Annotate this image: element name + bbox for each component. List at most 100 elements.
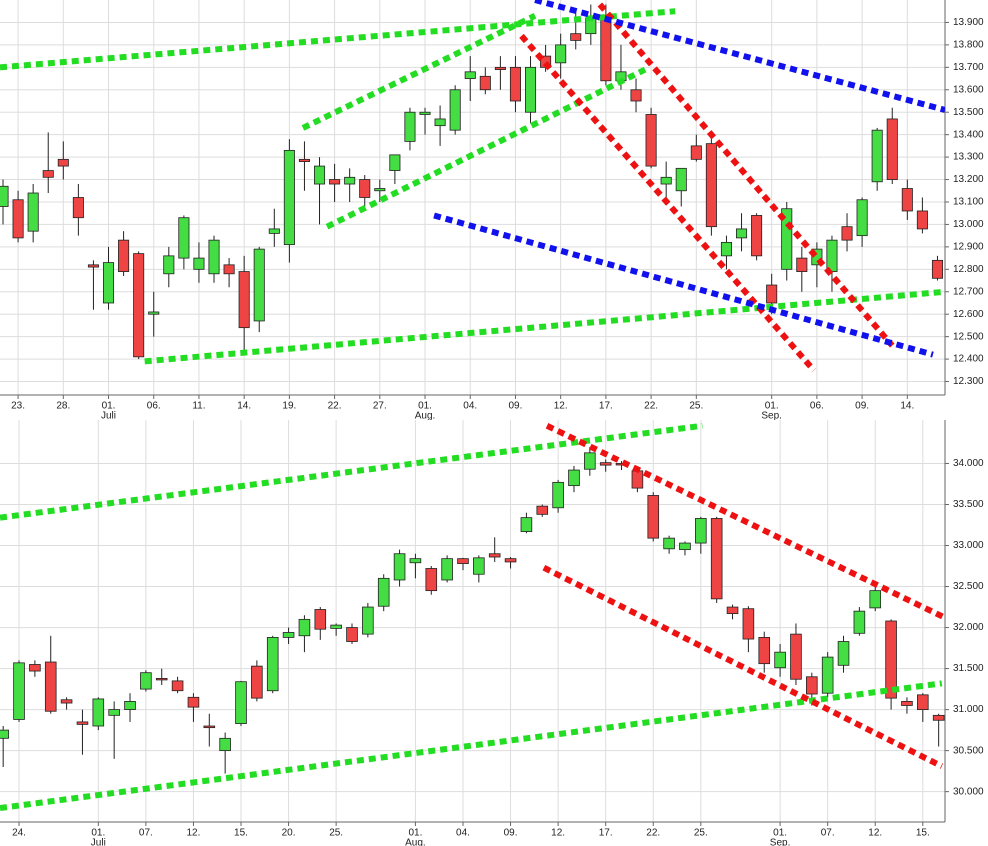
x-month-label: Sep. xyxy=(770,838,791,846)
candle-body xyxy=(901,701,913,706)
x-tick-label: 17. xyxy=(599,401,613,412)
candle-body xyxy=(631,470,644,489)
candle-body xyxy=(118,239,130,272)
candle-body xyxy=(796,257,808,272)
candle-body xyxy=(223,264,235,275)
x-tick-label: 06. xyxy=(147,401,161,412)
y-tick-label: 13.800 xyxy=(953,40,984,51)
candle-body xyxy=(60,699,73,704)
candle-body xyxy=(148,311,160,315)
y-tick-label: 31.500 xyxy=(953,663,984,674)
candle-body xyxy=(766,284,778,304)
candle-body xyxy=(42,170,54,178)
candle-body xyxy=(821,656,834,694)
candle-body xyxy=(362,606,374,635)
x-tick-label: 01. xyxy=(102,401,116,412)
x-tick-label: 04. xyxy=(463,401,477,412)
candle-body xyxy=(313,165,326,185)
x-tick-label: 28. xyxy=(56,401,70,412)
x-tick-label: 22. xyxy=(644,401,658,412)
x-month-label: Aug. xyxy=(415,411,436,422)
candle-body xyxy=(917,694,929,711)
candle-body xyxy=(219,737,231,752)
candle-body xyxy=(457,558,469,564)
candle-body xyxy=(705,143,717,228)
candle-body xyxy=(72,197,84,219)
y-tick-label: 31.000 xyxy=(953,704,984,715)
x-tick-label: 14. xyxy=(237,401,251,412)
candle-body xyxy=(811,248,823,266)
candle-body xyxy=(251,665,263,699)
candle-body xyxy=(404,111,416,142)
trend-line xyxy=(534,0,945,113)
trend-line xyxy=(597,2,895,348)
x-tick-label: 14. xyxy=(900,401,914,412)
candle-body xyxy=(663,537,675,550)
candle-body xyxy=(599,462,612,466)
y-tick-label: 13.000 xyxy=(953,219,984,230)
candle-body xyxy=(871,129,883,183)
candle-body xyxy=(679,542,691,551)
candle-body xyxy=(389,154,401,171)
y-tick-label: 13.200 xyxy=(953,174,984,185)
candle-body xyxy=(155,678,168,681)
candle-body xyxy=(853,610,866,634)
candle-body xyxy=(266,637,279,692)
candle-body xyxy=(869,590,882,609)
x-tick-label: 04. xyxy=(456,828,470,839)
y-tick-label: 12.400 xyxy=(953,354,984,365)
x-tick-label: 24. xyxy=(12,828,26,839)
candle-body xyxy=(0,729,9,739)
x-tick-label: 22. xyxy=(646,828,660,839)
y-tick-label: 12.800 xyxy=(953,264,984,275)
candle-body xyxy=(344,176,356,185)
candle-body xyxy=(87,264,99,268)
candle-body xyxy=(509,66,521,102)
candle-body xyxy=(536,505,549,515)
trend-line xyxy=(545,423,945,621)
y-tick-label: 13.100 xyxy=(953,197,984,208)
x-tick-label: 01. xyxy=(91,828,105,839)
candle-body xyxy=(13,662,25,720)
candle-body xyxy=(710,518,723,600)
y-tick-label: 32.000 xyxy=(953,622,984,633)
candle-body xyxy=(314,609,327,630)
candle-body xyxy=(330,624,342,629)
candle-body xyxy=(0,185,9,207)
x-tick-label: 01. xyxy=(765,401,779,412)
candle-body xyxy=(208,239,220,275)
candle-body xyxy=(441,558,453,581)
plot xyxy=(0,0,945,373)
candle-body xyxy=(494,66,506,70)
x-tick-label: 09. xyxy=(855,401,869,412)
candle-body xyxy=(329,179,341,185)
x-tick-label: 09. xyxy=(504,828,518,839)
y-tick-label: 30.500 xyxy=(953,745,984,756)
y-tick-label: 12.300 xyxy=(953,376,984,387)
candle-body xyxy=(464,71,476,79)
candle-body xyxy=(742,608,755,640)
x-tick-label: 25. xyxy=(694,828,708,839)
x-tick-label: 12. xyxy=(554,401,568,412)
candle-body xyxy=(203,725,216,729)
x-tick-label: 09. xyxy=(509,401,523,412)
candle-body xyxy=(695,518,707,544)
y-tick-label: 13.500 xyxy=(953,107,984,118)
y-tick-label: 13.300 xyxy=(953,152,984,163)
x-month-label: Juli xyxy=(91,838,106,846)
candle-body xyxy=(841,226,853,241)
trend-line xyxy=(519,33,817,373)
candle-body xyxy=(29,664,41,672)
candle-body xyxy=(758,637,771,665)
candle-body xyxy=(931,259,943,279)
candle-body xyxy=(235,681,247,724)
candle-body xyxy=(790,633,802,680)
candle-body xyxy=(346,627,358,642)
plot xyxy=(0,422,945,812)
y-tick-label: 32.500 xyxy=(953,581,984,592)
x-tick-label: 25. xyxy=(689,401,703,412)
plot-area xyxy=(0,420,945,822)
candle-body xyxy=(630,89,642,102)
candle-body xyxy=(268,228,280,234)
candle-body xyxy=(393,553,406,581)
